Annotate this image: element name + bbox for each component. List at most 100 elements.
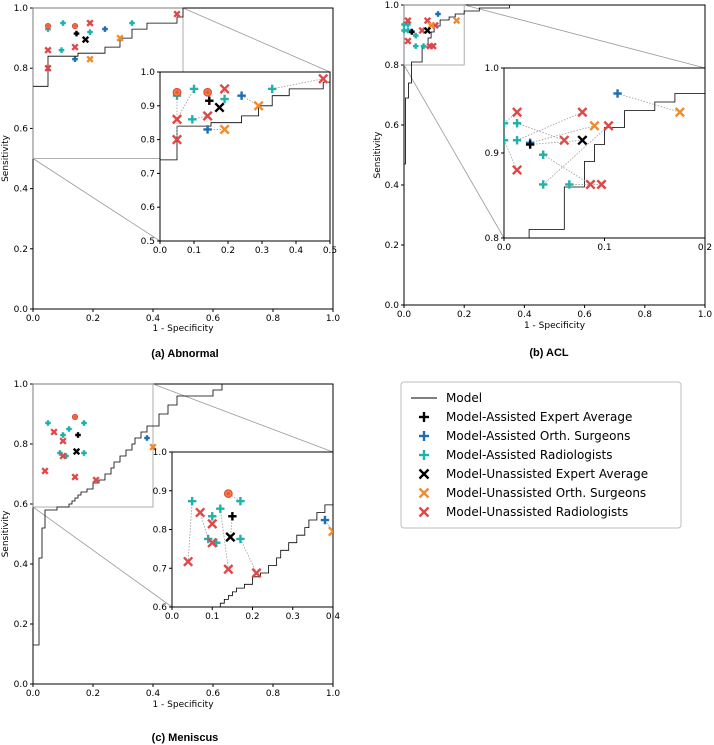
abnormal-inset-xtick-label-0: 0.0: [153, 246, 168, 256]
meniscus-main-point-10: [50, 428, 58, 436]
meniscus-main-ytick-label-4: 0.8: [14, 440, 29, 450]
meniscus-inset-point-14-b: [251, 567, 262, 579]
abnormal-inset-xtick-label-3: 0.3: [255, 246, 269, 256]
meniscus-main-point-5: [81, 450, 87, 456]
meniscus-caption: (c) Meniscus: [152, 732, 219, 744]
meniscus-inset-point-13-b: [223, 564, 234, 575]
abnormal-inset-point-2: [188, 115, 197, 124]
abnormal-inset-ytick-label-1: 0.6: [141, 203, 156, 213]
acl-main-point-11-b: [404, 37, 412, 45]
abnormal-main-ytick-label-5: 1.0: [14, 4, 29, 14]
abnormal-inset-point-16: [172, 87, 182, 97]
acl-main-point-8: [435, 11, 441, 17]
abnormal-inset-point-12: [318, 73, 329, 84]
meniscus-inset-point-17: [223, 489, 233, 498]
acl-main-roc-curve: [404, 4, 705, 165]
meniscus-main-point-7: [144, 435, 150, 441]
abnormal-caption: (a) Abnormal: [151, 348, 218, 360]
acl-main-point-13-b: [423, 16, 432, 25]
abnormal-main-point-16: [44, 22, 52, 30]
abnormal-main-point-6: [102, 26, 108, 32]
acl-main-point-19: [423, 26, 432, 35]
legend-item-assisted_avg: Model-Assisted Expert Average: [419, 410, 632, 424]
meniscus-main-point-11: [59, 437, 67, 445]
abnormal-main-ytick-label-2: 0.4: [14, 185, 29, 195]
abnormal-main-xtick-label-2: 0.4: [146, 314, 161, 324]
legend-swatch-assisted_avg: [419, 412, 429, 422]
meniscus-inset-point-5: [236, 534, 245, 544]
meniscus-main-ytick-label-1: 0.2: [14, 620, 28, 630]
acl-main-point-2: [405, 21, 411, 28]
meniscus-inset-pair-4: [219, 508, 229, 570]
acl-ylabel: Sensitivity: [373, 131, 383, 179]
acl-inset-point-18: [674, 107, 685, 118]
meniscus-inset-point-15-b: [327, 529, 333, 537]
legend-swatch-unassisted_orth: [418, 487, 430, 499]
meniscus-main-ytick-label-0: 0.0: [14, 680, 29, 690]
meniscus-main-point-13-b: [71, 473, 79, 481]
acl-inset-ytick-label-2: 1.0: [485, 64, 500, 74]
abnormal-main-point-13: [86, 55, 94, 63]
abnormal-main-point-1: [60, 20, 66, 26]
abnormal-main-point-3: [87, 29, 93, 35]
acl-inset-point-11-b: [512, 164, 523, 176]
meniscus-inset-point-2: [208, 512, 217, 521]
meniscus-inset-ytick-label-4: 1.0: [153, 448, 168, 458]
meniscus-main-point-14: [92, 476, 100, 484]
acl-main-point-16: [429, 42, 437, 50]
legend-label-unassisted_rad: Model-Unassisted Radiologists: [446, 505, 628, 519]
acl-zoom-connector-bottom: [403, 64, 505, 239]
acl-main-point-18: [453, 16, 461, 25]
abnormal-main-point-5: [72, 56, 78, 62]
acl-main-ytick-label-0: 0.0: [385, 301, 400, 311]
abnormal-inset-point-6: [237, 91, 246, 100]
abnormal-inset-point-11-b: [219, 83, 230, 94]
meniscus-main-xtick-label-5: 1.0: [326, 689, 341, 699]
abnormal-inset-point-1: [189, 84, 199, 94]
acl-main-point-10-b: [404, 16, 412, 25]
acl-inset-roc-curve: [528, 84, 705, 238]
acl-main-point-6: [420, 43, 427, 49]
legend-label-model: Model: [446, 391, 482, 405]
meniscus-main-point-16-b: [72, 447, 81, 456]
legend-label-unassisted_avg: Model-Unassisted Expert Average: [446, 467, 648, 481]
acl-inset-ytick-label-0: 0.8: [485, 234, 500, 244]
acl-inset-bg: [504, 68, 705, 238]
abnormal-main-point-15-b: [81, 35, 90, 44]
acl-inset-xtick-label-2: 0.2: [698, 243, 712, 253]
acl-inset-pair-8: [617, 93, 680, 113]
acl-main-point-4: [412, 32, 419, 39]
meniscus-inset-plot: [183, 489, 333, 607]
legend-box: [400, 381, 682, 529]
meniscus-zoom-connector-bottom: [32, 506, 173, 608]
abnormal-main-xtick-label-1: 0.2: [86, 314, 100, 324]
acl-inset-point-13-b: [577, 107, 588, 118]
meniscus-main-point-4: [66, 426, 72, 432]
abnormal-inset-xtick-label-4: 0.4: [289, 246, 304, 256]
meniscus-main-ytick-label-5: 1.0: [14, 380, 29, 390]
meniscus-main-point-17: [71, 413, 79, 421]
acl-inset-point-15: [603, 120, 614, 131]
acl-inset-point-2: [512, 119, 522, 128]
acl-main-ytick-label-2: 0.4: [385, 181, 400, 191]
abnormal-inset-point-10: [202, 110, 213, 121]
acl-main-point-9: [409, 29, 415, 35]
acl-inset-pair-2: [516, 122, 565, 141]
legend-swatch-assisted_orth: [419, 431, 429, 441]
abnormal-inset-point-4: [268, 84, 277, 94]
legend-item-assisted_rad: Model-Assisted Radiologists: [419, 448, 612, 462]
abnormal-main-point-17-core: [73, 24, 77, 28]
legend: Model Model-Assisted Expert Average Model-…: [400, 381, 682, 529]
abnormal-inset-point-13: [219, 124, 230, 135]
abnormal-main-ytick-label-0: 0.0: [14, 305, 29, 315]
legend-label-assisted_orth: Model-Assisted Orth. Surgeons: [446, 429, 630, 443]
meniscus-inset-point-17-core: [226, 491, 231, 496]
abnormal-inset-point-17: [203, 87, 212, 97]
acl-main-point-5: [412, 43, 419, 49]
abnormal-inset: 0.0 0.1 0.2 0.3 0.4 0.5 0.5 0.6 0.7 0.8 0.9 1.0: [141, 68, 337, 256]
meniscus-main-point-16: [72, 447, 81, 456]
meniscus-main-point-6: [81, 420, 87, 426]
acl-inset-pair-1: [504, 140, 518, 171]
